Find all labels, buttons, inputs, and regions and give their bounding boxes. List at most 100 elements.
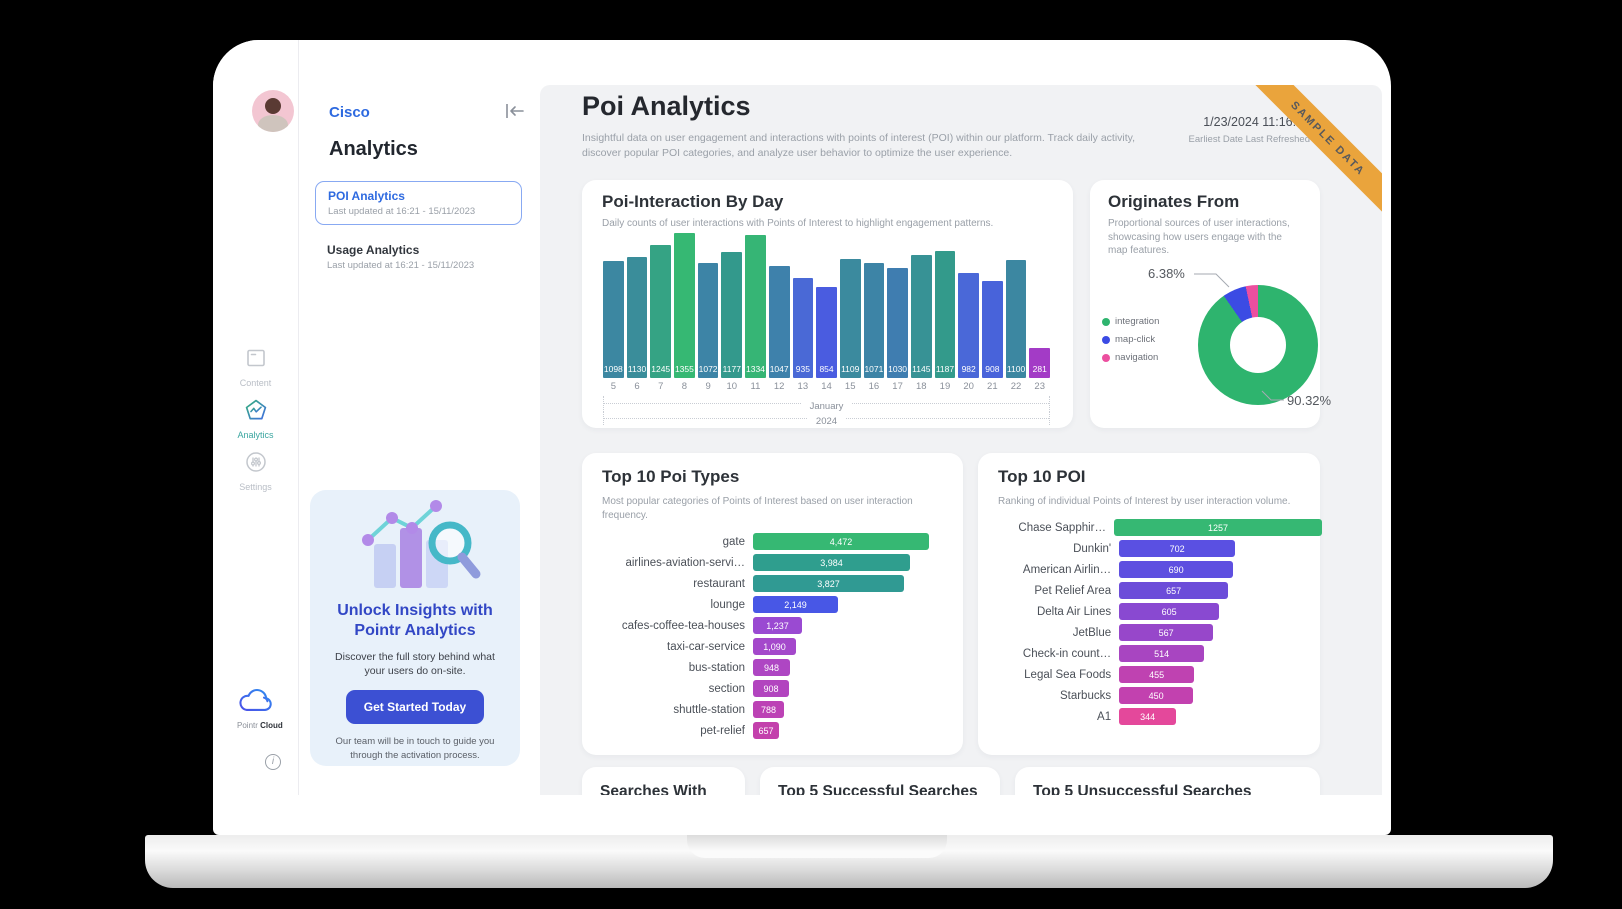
hbar-category-label: Check-in count… (1022, 647, 1112, 660)
legend-label: map-click (1115, 334, 1156, 345)
day-bar-6: 1130 (626, 257, 648, 378)
analytics-icon (244, 399, 268, 426)
rail-item-analytics[interactable]: Analytics (213, 398, 298, 440)
hbar-category-label: Chase Sapphir… (1018, 521, 1106, 534)
chart-title: Originates From (1108, 192, 1240, 211)
card-top-10-poi-types: Top 10 Poi Types Most popular categories… (582, 453, 963, 755)
card-top-5-successful-searches: Top 5 Successful Searches (760, 767, 1000, 795)
day-tick-label: 11 (750, 381, 761, 392)
rail-item-settings[interactable]: Settings (213, 450, 298, 492)
day-bar-21: 908 (982, 281, 1003, 378)
card-top-5-unsuccessful-searches: Top 5 Unsuccessful Searches (1015, 767, 1320, 795)
sidebar-item-poi-analytics[interactable]: POI Analytics Last updated at 16:21 - 15… (315, 181, 522, 225)
hbar: 948 (753, 659, 790, 676)
hbar-category-label: American Airlin… (1022, 563, 1112, 576)
hbar-category-label: pet-relief (700, 724, 745, 737)
day-tick-label: 19 (939, 381, 951, 392)
laptop-screen: Content Analytics (213, 40, 1391, 835)
org-link[interactable]: Cisco (329, 104, 370, 121)
page-title: Poi Analytics (582, 91, 751, 121)
day-bar-plot: 1098 1130 1245 1355 1072 1177 1334 1047 935 854 11… (603, 233, 1051, 378)
day-bar-13: 935 (792, 278, 814, 378)
hbar-category-label: JetBlue (1072, 626, 1112, 639)
donut-legend: integration map-click navigation (1102, 316, 1159, 370)
nav-item-sub: Last updated at 16:21 - 15/11/2023 (328, 206, 476, 217)
day-bar-15: 1109 (839, 259, 861, 378)
hbar-category-label: Pet Relief Area (1034, 584, 1112, 597)
hbar-category-label: Starbucks (1059, 689, 1112, 702)
hbar-row: Legal Sea Foods 455 (996, 666, 1322, 683)
legend-item-map-click[interactable]: map-click (1102, 334, 1159, 345)
day-tick-label: 18 (915, 381, 927, 392)
hbar-category-label: Delta Air Lines (1036, 605, 1112, 618)
rail-item-content[interactable]: Content (213, 346, 298, 388)
hbar-category-label: A1 (1097, 710, 1112, 723)
day-tick-label: 8 (681, 381, 688, 392)
card-searches-with: Searches With (582, 767, 745, 795)
day-tick-label: 23 (1034, 381, 1045, 392)
hbar-row: airlines-aviation-servi… 3,984 (600, 554, 945, 571)
card-originates-from: Originates From Proportional sources of … (1090, 180, 1331, 428)
chart-subtitle: Proportional sources of user interaction… (1108, 218, 1290, 256)
poi-rows: Chase Sapphir… 1257 Dunkin' 702 American Air… (996, 519, 1322, 725)
rail-divider (298, 40, 299, 795)
info-icon[interactable]: i (265, 754, 281, 770)
legend-label: navigation (1115, 352, 1159, 363)
sidebar-item-usage-analytics[interactable]: Usage Analytics Last updated at 16:21 - … (315, 236, 522, 280)
page-description: Insightful data on user engagement and i… (582, 132, 1136, 159)
hbar-category-label: gate (722, 535, 745, 548)
hbar: 605 (1119, 603, 1220, 620)
legend-dot (1102, 353, 1110, 362)
hbar-category-label: shuttle-station (673, 703, 745, 716)
day-tick-label: 6 (634, 381, 640, 392)
day-tick-label: 10 (726, 381, 738, 392)
day-bar-23: 281 (1029, 348, 1051, 378)
hbar-category-label: section (708, 682, 745, 695)
main-panel: Poi Analytics Insightful data on user en… (540, 85, 1382, 795)
hbar: 908 (753, 680, 789, 697)
hbar: 344 (1119, 708, 1177, 725)
day-tick-label: 22 (1010, 381, 1022, 392)
chart-title: Top 5 Successful Searches (778, 783, 978, 795)
collapse-sidebar-button[interactable] (504, 102, 526, 120)
cloud-icon (237, 689, 275, 720)
laptop-lid-notch (687, 835, 947, 858)
hbar-category-label: bus-station (688, 661, 745, 674)
hbar-category-label: airlines-aviation-servi… (625, 556, 745, 569)
day-tick-label: 17 (892, 381, 903, 392)
hbar-category-label: taxi-car-service (667, 640, 745, 653)
day-tick-label: 21 (987, 381, 998, 392)
promo-title: Unlock Insights with Pointr Analytics (337, 602, 493, 639)
legend-item-navigation[interactable]: navigation (1102, 352, 1159, 363)
day-bar-14: 854 (816, 287, 837, 378)
hbar-row: Pet Relief Area 657 (996, 582, 1322, 599)
hbar: 788 (753, 701, 784, 718)
nav-item-sub: Last updated at 16:21 - 15/11/2023 (327, 260, 475, 271)
day-bar-8: 1355 (674, 233, 695, 378)
day-axis-ticks: 5 6 7 8 9 10 11 12 13 14 15 16 17 18 19 20 21 22 23 (603, 381, 1050, 392)
chart-title: Poi-Interaction By Day (602, 192, 784, 211)
legend-item-integration[interactable]: integration (1102, 316, 1159, 327)
get-started-button[interactable]: Get Started Today (345, 690, 485, 725)
day-tick-label: 20 (963, 381, 974, 392)
hbar-category-label: cafes-coffee-tea-houses (621, 619, 745, 632)
day-tick-label: 12 (773, 381, 785, 392)
refresh-caption: Earliest Date Last Refreshed (1188, 134, 1310, 145)
sidebar-heading: Analytics (329, 138, 418, 160)
avatar[interactable] (252, 90, 294, 132)
hbar-row: Delta Air Lines 605 (996, 603, 1322, 620)
day-bar-17: 1030 (887, 268, 908, 378)
chart-title: Top 5 Unsuccessful Searches (1033, 783, 1252, 795)
hbar-row: A1 344 (996, 708, 1322, 725)
legend-dot (1102, 317, 1110, 326)
chart-subtitle: Daily counts of user interactions with P… (602, 218, 994, 229)
hbar: 3,984 (753, 554, 910, 571)
nav-item-label: POI Analytics (328, 189, 405, 203)
day-tick-label: 13 (797, 381, 809, 392)
hbar-category-label: restaurant (693, 577, 745, 590)
hbar: 702 (1119, 540, 1236, 557)
hbar: 690 (1119, 561, 1234, 578)
pointr-cloud-logo: Pointr Cloud (237, 688, 283, 730)
day-bar-16: 1071 (863, 263, 885, 378)
